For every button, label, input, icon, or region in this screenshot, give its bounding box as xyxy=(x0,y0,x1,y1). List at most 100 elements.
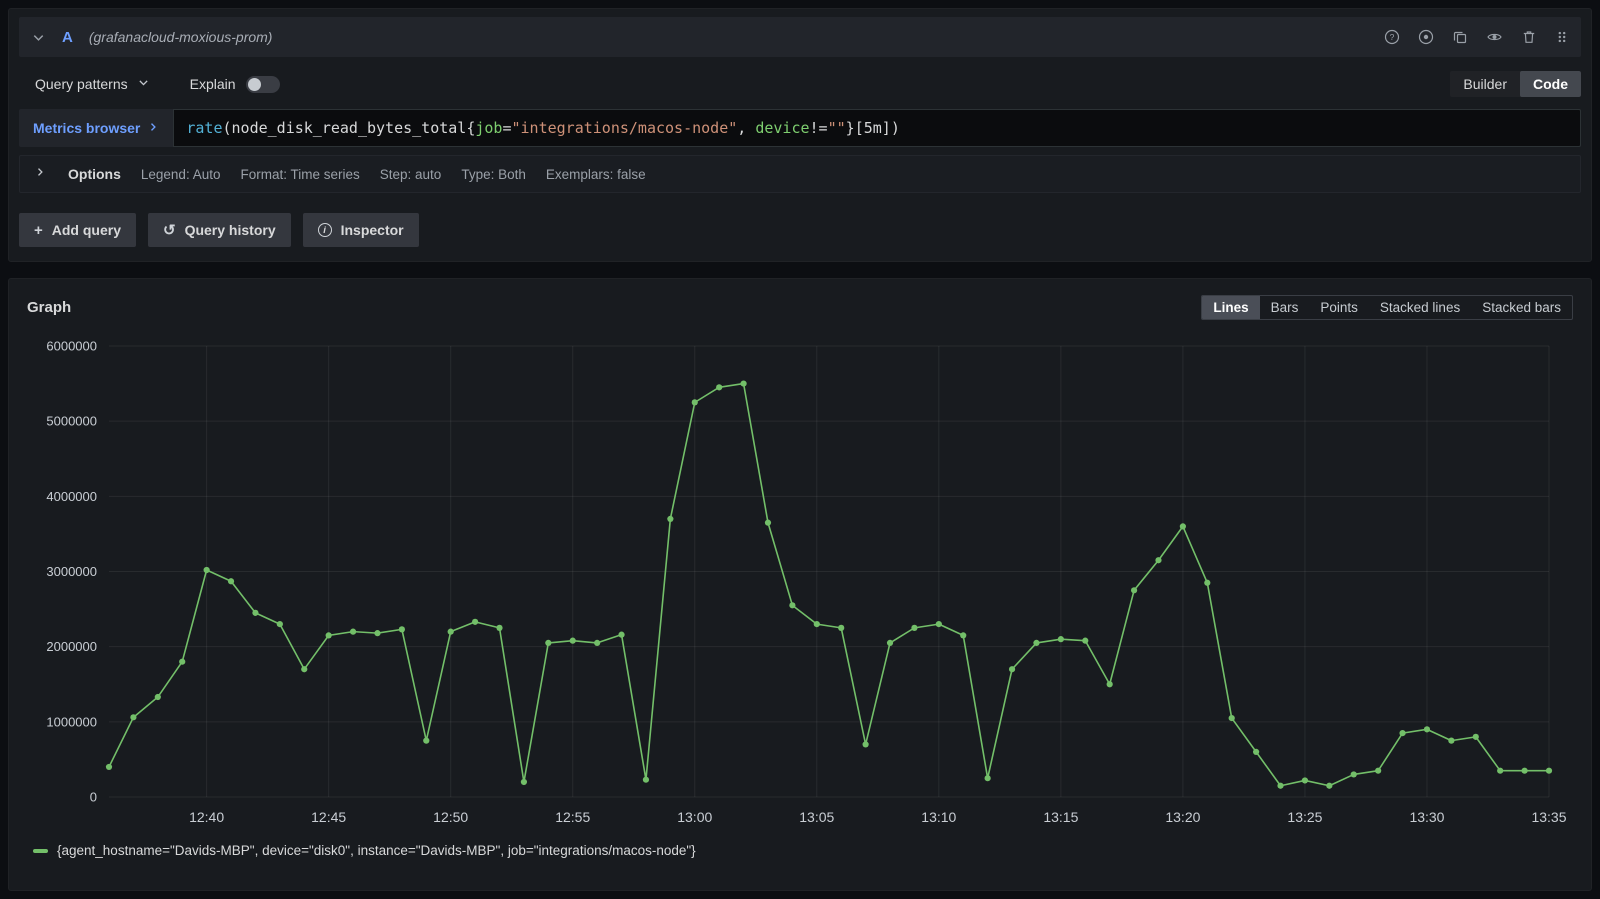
metrics-browser-button[interactable]: Metrics browser xyxy=(19,109,174,147)
data-point[interactable] xyxy=(472,618,479,625)
data-point[interactable] xyxy=(1423,726,1431,733)
data-point[interactable] xyxy=(1106,681,1113,688)
data-point[interactable] xyxy=(1301,777,1309,784)
data-point[interactable] xyxy=(1082,637,1089,644)
data-point[interactable] xyxy=(203,566,210,574)
copy-icon[interactable] xyxy=(1452,29,1468,45)
data-point[interactable] xyxy=(1277,782,1284,789)
code-op-1: = xyxy=(502,119,512,137)
query-patterns-label: Query patterns xyxy=(35,76,128,92)
promql-query-input[interactable]: rate(node_disk_read_bytes_total{job="int… xyxy=(173,109,1581,147)
circle-icon[interactable] xyxy=(1418,29,1434,45)
data-point[interactable] xyxy=(911,624,918,631)
data-point[interactable] xyxy=(276,621,283,628)
x-tick-label: 13:10 xyxy=(921,809,956,825)
explain-toggle[interactable] xyxy=(245,75,280,93)
data-point[interactable] xyxy=(1448,737,1455,744)
data-point[interactable] xyxy=(301,666,308,673)
data-point[interactable] xyxy=(886,639,894,647)
graph-svg[interactable]: 0 1000000 2000000 3000000 4000000 5000000 6000… xyxy=(25,332,1575,837)
data-point[interactable] xyxy=(935,621,942,628)
query-editor-card: A (grafanacloud-moxious-prom) ? xyxy=(8,8,1592,262)
data-point[interactable] xyxy=(1155,557,1162,564)
data-point[interactable] xyxy=(154,693,161,701)
inspector-button[interactable]: i Inspector xyxy=(302,213,419,247)
data-point[interactable] xyxy=(1375,767,1382,774)
data-point[interactable] xyxy=(1472,733,1479,740)
tab-bars[interactable]: Bars xyxy=(1260,296,1310,319)
data-point[interactable] xyxy=(1130,587,1138,594)
query-ref-id[interactable]: A xyxy=(62,28,73,46)
data-point[interactable] xyxy=(667,515,674,522)
data-point[interactable] xyxy=(227,578,235,585)
code-separator: , xyxy=(737,119,756,137)
query-action-buttons: + Add query ↺ Query history i Inspector xyxy=(19,213,1581,253)
data-point[interactable] xyxy=(642,776,650,783)
data-point[interactable] xyxy=(618,631,625,638)
data-point[interactable] xyxy=(569,637,576,644)
data-point[interactable] xyxy=(1008,666,1016,673)
data-point[interactable] xyxy=(325,632,332,639)
drag-handle-icon[interactable] xyxy=(1555,29,1569,45)
data-point[interactable] xyxy=(1399,730,1406,737)
data-point[interactable] xyxy=(447,628,454,635)
data-point[interactable] xyxy=(398,626,405,633)
tab-stacked-lines[interactable]: Stacked lines xyxy=(1369,296,1471,319)
data-point[interactable] xyxy=(423,737,430,744)
eye-icon[interactable] xyxy=(1486,29,1503,45)
data-point[interactable] xyxy=(838,624,845,631)
data-point[interactable] xyxy=(1228,714,1235,722)
data-point[interactable] xyxy=(716,384,723,391)
trash-icon[interactable] xyxy=(1521,29,1537,45)
data-point[interactable] xyxy=(374,630,381,637)
data-point[interactable] xyxy=(1326,782,1333,789)
data-point[interactable] xyxy=(984,775,991,782)
data-point[interactable] xyxy=(740,380,747,387)
legend-label[interactable]: {agent_hostname="Davids-MBP", device="di… xyxy=(57,843,696,858)
data-point[interactable] xyxy=(520,778,528,786)
query-row-header: A (grafanacloud-moxious-prom) ? xyxy=(19,17,1581,57)
data-point[interactable] xyxy=(1253,748,1260,755)
explain-label: Explain xyxy=(189,76,236,92)
data-point[interactable] xyxy=(960,632,967,639)
tab-points[interactable]: Points xyxy=(1309,296,1369,319)
data-point[interactable] xyxy=(813,621,820,628)
data-point[interactable] xyxy=(862,741,869,748)
query-history-button[interactable]: ↺ Query history xyxy=(148,213,291,247)
explain-control: Explain xyxy=(189,75,280,93)
data-point[interactable] xyxy=(1521,767,1528,774)
code-label-2: device xyxy=(755,119,810,137)
data-point[interactable] xyxy=(252,609,259,616)
code-paren: ( xyxy=(222,119,232,137)
data-point[interactable] xyxy=(594,639,601,647)
y-tick-label: 0 xyxy=(90,790,97,805)
tab-lines[interactable]: Lines xyxy=(1202,296,1260,319)
data-point[interactable] xyxy=(1204,579,1211,586)
plus-icon: + xyxy=(34,221,43,239)
data-point[interactable] xyxy=(545,639,552,647)
series-line xyxy=(108,382,1549,787)
data-point[interactable] xyxy=(1033,639,1040,647)
data-point[interactable] xyxy=(130,714,137,721)
data-point[interactable] xyxy=(1497,767,1504,774)
data-point[interactable] xyxy=(349,628,357,635)
help-icon[interactable]: ? xyxy=(1384,29,1400,45)
data-point[interactable] xyxy=(105,763,113,771)
data-point[interactable] xyxy=(1350,771,1357,778)
data-point[interactable] xyxy=(179,658,186,665)
collapse-chevron-icon[interactable] xyxy=(31,30,46,45)
code-mode-button[interactable]: Code xyxy=(1520,71,1581,97)
data-point[interactable] xyxy=(1545,767,1553,774)
data-point[interactable] xyxy=(1057,636,1064,643)
data-point[interactable] xyxy=(789,602,796,609)
options-collapsed-row[interactable]: Options Legend: Auto Format: Time series… xyxy=(19,155,1581,193)
data-point[interactable] xyxy=(764,519,772,526)
add-query-button[interactable]: + Add query xyxy=(19,213,136,247)
data-point[interactable] xyxy=(496,624,503,631)
builder-mode-button[interactable]: Builder xyxy=(1450,71,1520,97)
data-point[interactable] xyxy=(691,399,698,406)
code-paren-close: ) xyxy=(890,119,900,137)
query-patterns-dropdown[interactable]: Query patterns xyxy=(29,75,156,93)
tab-stacked-bars[interactable]: Stacked bars xyxy=(1471,296,1572,319)
data-point[interactable] xyxy=(1179,523,1186,530)
